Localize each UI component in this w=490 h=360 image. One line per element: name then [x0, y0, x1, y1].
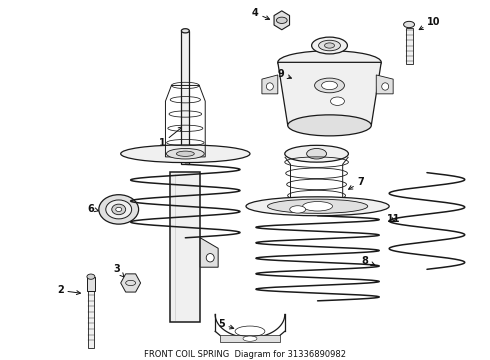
Polygon shape	[274, 11, 290, 30]
Text: 4: 4	[252, 8, 270, 19]
Bar	[87, 277, 95, 291]
Polygon shape	[262, 75, 278, 94]
Ellipse shape	[112, 204, 125, 215]
Bar	[220, 336, 280, 342]
Text: 7: 7	[348, 177, 364, 189]
Text: 1: 1	[158, 127, 182, 148]
Text: FRONT COIL SPRING  Diagram for 31336890982: FRONT COIL SPRING Diagram for 3133689098…	[144, 350, 346, 359]
Polygon shape	[376, 75, 393, 94]
Polygon shape	[278, 62, 381, 125]
Ellipse shape	[331, 97, 344, 105]
Ellipse shape	[246, 197, 389, 216]
Ellipse shape	[267, 83, 273, 90]
Ellipse shape	[312, 37, 347, 54]
Text: 6: 6	[87, 203, 98, 213]
Ellipse shape	[99, 195, 139, 224]
Ellipse shape	[87, 274, 95, 279]
Ellipse shape	[318, 40, 341, 51]
Ellipse shape	[116, 207, 122, 212]
Ellipse shape	[324, 43, 335, 48]
Ellipse shape	[321, 81, 338, 90]
Text: 9: 9	[278, 69, 292, 79]
Ellipse shape	[276, 17, 287, 23]
Ellipse shape	[290, 206, 306, 213]
Ellipse shape	[278, 51, 381, 74]
Text: 2: 2	[57, 285, 80, 296]
Text: 3: 3	[114, 265, 124, 277]
Ellipse shape	[243, 336, 257, 341]
Ellipse shape	[288, 115, 371, 136]
Bar	[88, 287, 94, 348]
Ellipse shape	[268, 199, 368, 213]
Ellipse shape	[307, 148, 326, 159]
Ellipse shape	[181, 29, 189, 33]
Bar	[406, 28, 413, 64]
Ellipse shape	[382, 83, 389, 90]
Polygon shape	[121, 274, 141, 292]
Ellipse shape	[285, 145, 348, 162]
Ellipse shape	[121, 145, 250, 163]
Text: 11: 11	[387, 214, 401, 224]
Polygon shape	[200, 238, 218, 267]
Text: 8: 8	[361, 256, 375, 266]
Ellipse shape	[315, 78, 344, 93]
Ellipse shape	[303, 202, 333, 211]
Text: 10: 10	[419, 17, 441, 30]
Text: 5: 5	[218, 319, 234, 329]
Ellipse shape	[404, 21, 415, 28]
Ellipse shape	[167, 148, 204, 159]
Ellipse shape	[106, 200, 132, 219]
Polygon shape	[181, 31, 189, 164]
Polygon shape	[171, 172, 200, 322]
Ellipse shape	[206, 253, 214, 262]
Ellipse shape	[176, 151, 195, 156]
